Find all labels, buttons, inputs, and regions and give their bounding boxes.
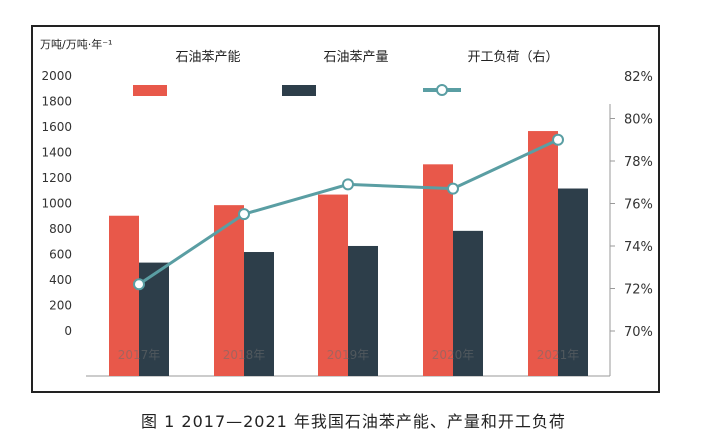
bar-capacity	[528, 131, 558, 376]
load-point	[238, 208, 250, 221]
left-tick-label: 1400	[41, 146, 72, 160]
left-tick-label: 1000	[41, 197, 72, 211]
category-label: 2018年	[223, 348, 266, 362]
category-labels: 2017年 2018年 2019年 2020年 2021年	[118, 348, 580, 362]
load-point	[552, 133, 564, 146]
bar-output	[453, 230, 483, 376]
load-point	[133, 278, 145, 291]
figure-caption: 图 1 2017—2021 年我国石油苯产能、产量和开工负荷	[141, 412, 566, 431]
right-tick-label: 72%	[624, 283, 653, 298]
bar-capacity	[318, 194, 348, 376]
right-tick-label: 70%	[624, 325, 653, 340]
bar-output	[348, 245, 378, 376]
right-tick-label: 82%	[624, 70, 653, 85]
category-label: 2021年	[537, 348, 580, 362]
left-tick-label: 400	[49, 273, 72, 287]
left-tick-label: 600	[49, 248, 72, 262]
load-point	[447, 182, 459, 195]
bar-capacity	[214, 205, 244, 376]
left-tick-label: 2000	[41, 69, 72, 83]
legend-swatch-capacity	[133, 85, 167, 96]
left-tick-label: 1800	[41, 95, 72, 109]
legend-marker-load	[436, 84, 448, 96]
right-tick-label: 74%	[624, 240, 653, 255]
left-tick-label: 1600	[41, 120, 72, 134]
legend-label-capacity: 石油苯产能	[175, 50, 240, 65]
legend-swatch-output	[282, 85, 316, 96]
left-tick-label: 800	[49, 222, 72, 236]
legend: 石油苯产能 石油苯产量 开工负荷（右）	[133, 50, 559, 96]
right-axis-ticks: 82% 80% 78% 76% 74% 72% 70%	[610, 70, 653, 340]
bar-output	[558, 188, 588, 376]
bars	[109, 131, 588, 376]
left-tick-label: 0	[64, 324, 72, 338]
right-tick-label: 76%	[624, 198, 653, 213]
right-tick-label: 78%	[624, 155, 653, 170]
load-line-series	[133, 133, 564, 291]
bar-capacity	[109, 215, 139, 376]
chart-svg: 万吨/万吨·年⁻¹ 石油苯产能 石油苯产量 开工负荷（右） 2000180016…	[40, 37, 653, 377]
y-unit-label: 万吨/万吨·年⁻¹	[40, 37, 112, 51]
legend-label-load: 开工负荷（右）	[467, 50, 558, 65]
bar-capacity	[423, 164, 453, 376]
bar-output	[244, 252, 274, 376]
legend-label-output: 石油苯产量	[323, 50, 388, 65]
load-point	[342, 178, 354, 191]
category-label: 2020年	[432, 348, 475, 362]
left-tick-label: 1200	[41, 171, 72, 185]
right-tick-label: 80%	[624, 113, 653, 128]
left-tick-label: 200	[49, 299, 72, 313]
category-label: 2017年	[118, 348, 161, 362]
category-label: 2019年	[327, 348, 370, 362]
